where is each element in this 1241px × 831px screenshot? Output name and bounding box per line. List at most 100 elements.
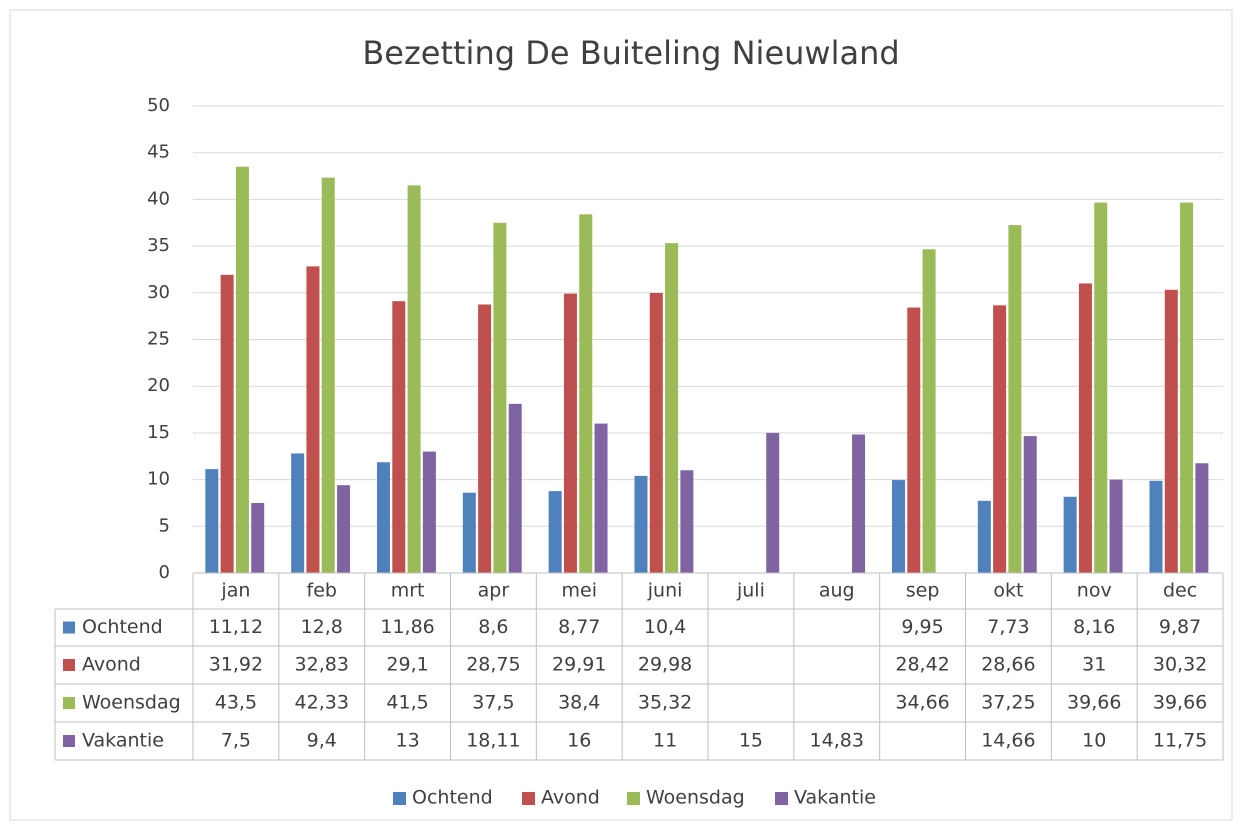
table-cell: 9,4 — [307, 730, 337, 752]
table-cell: 12,8 — [301, 616, 343, 638]
table-cell: 29,98 — [638, 654, 692, 676]
table-legend-key — [63, 697, 75, 709]
table-cell: 7,5 — [221, 730, 251, 752]
table-row-label: Avond — [82, 654, 141, 676]
table-cell: 11,12 — [209, 616, 263, 638]
table-cell: 37,25 — [981, 692, 1035, 714]
bar — [852, 434, 866, 573]
bar — [891, 480, 905, 573]
bar — [665, 243, 679, 573]
y-tick-label: 35 — [147, 235, 170, 256]
bar — [766, 432, 780, 573]
table-cell: 11 — [653, 730, 677, 752]
table-cell: 9,95 — [901, 616, 943, 638]
table-cell: 10 — [1082, 730, 1106, 752]
table-cell: 13 — [395, 730, 419, 752]
table-cell: 31,92 — [209, 654, 263, 676]
y-tick-label: 40 — [147, 188, 170, 209]
bar — [634, 475, 648, 573]
bar — [977, 500, 991, 573]
x-tick-label: mei — [562, 580, 597, 602]
table-cell: 11,86 — [380, 616, 434, 638]
y-tick-label: 0 — [159, 562, 170, 583]
legend-label: Ochtend — [412, 787, 493, 809]
x-tick-label: juni — [647, 580, 683, 602]
bar — [392, 301, 406, 573]
table-cell: 9,87 — [1159, 616, 1201, 638]
table-cell: 28,42 — [895, 654, 949, 676]
table-cell: 32,83 — [295, 654, 349, 676]
bar — [1008, 225, 1022, 573]
table-cell: 16 — [567, 730, 591, 752]
legend-label: Avond — [541, 787, 600, 809]
legend-label: Woensdag — [646, 787, 745, 809]
table-cell: 43,5 — [215, 692, 257, 714]
bar — [1180, 202, 1194, 573]
bar — [1063, 496, 1077, 573]
bar — [291, 453, 305, 573]
table-cell: 30,32 — [1153, 654, 1207, 676]
bar — [493, 222, 507, 573]
table-cell: 29,91 — [552, 654, 606, 676]
bar — [205, 469, 219, 573]
x-tick-label: okt — [993, 580, 1023, 602]
bar — [993, 305, 1007, 573]
bar — [422, 451, 436, 573]
bar — [1094, 202, 1108, 573]
table-cell: 34,66 — [895, 692, 949, 714]
bar — [337, 485, 351, 573]
bar — [478, 304, 492, 573]
bar — [462, 492, 476, 573]
table-cell: 15 — [739, 730, 763, 752]
y-tick-label: 50 — [147, 95, 170, 116]
table-cell: 14,83 — [810, 730, 864, 752]
table-cell: 35,32 — [638, 692, 692, 714]
bar — [508, 403, 522, 573]
table-cell: 31 — [1082, 654, 1106, 676]
x-tick-label: nov — [1077, 580, 1112, 602]
table-cell: 39,66 — [1153, 692, 1207, 714]
table-row-label: Woensdag — [82, 692, 181, 714]
table-row-label: Ochtend — [82, 616, 163, 638]
bar — [1078, 283, 1092, 573]
bar — [306, 266, 320, 573]
x-tick-label: aug — [819, 580, 855, 602]
table-cell: 7,73 — [987, 616, 1029, 638]
legend-key — [627, 792, 640, 805]
y-tick-label: 30 — [147, 282, 170, 303]
bar — [548, 491, 562, 573]
x-tick-label: apr — [478, 580, 510, 602]
table-cell: 38,4 — [558, 692, 600, 714]
legend-key — [775, 792, 788, 805]
bar — [407, 185, 421, 573]
bar — [235, 166, 249, 573]
table-cell: 37,5 — [472, 692, 514, 714]
bar — [922, 249, 936, 573]
table-cell: 14,66 — [981, 730, 1035, 752]
table-cell: 11,75 — [1153, 730, 1207, 752]
x-tick-label: mrt — [391, 580, 425, 602]
legend-key — [393, 792, 406, 805]
bar — [1023, 436, 1037, 573]
table-cell: 10,4 — [644, 616, 686, 638]
y-tick-label: 5 — [159, 515, 170, 536]
table-legend-key — [63, 735, 75, 747]
bar — [680, 470, 694, 573]
bar — [907, 307, 921, 573]
bar — [649, 292, 663, 573]
table-cell: 18,11 — [466, 730, 520, 752]
table-cell: 28,66 — [981, 654, 1035, 676]
x-tick-label: feb — [307, 580, 337, 602]
legend-key — [522, 792, 535, 805]
bar — [579, 214, 593, 573]
table-legend-key — [63, 621, 75, 634]
table-cell: 8,16 — [1073, 616, 1115, 638]
bar — [251, 502, 265, 573]
bar — [376, 462, 390, 573]
bar — [220, 274, 234, 573]
bar — [594, 423, 608, 573]
bar — [1195, 463, 1209, 573]
chart-title: Bezetting De Buiteling Nieuwland — [362, 34, 899, 72]
table-cell: 8,6 — [478, 616, 508, 638]
x-tick-label: jan — [220, 580, 250, 602]
